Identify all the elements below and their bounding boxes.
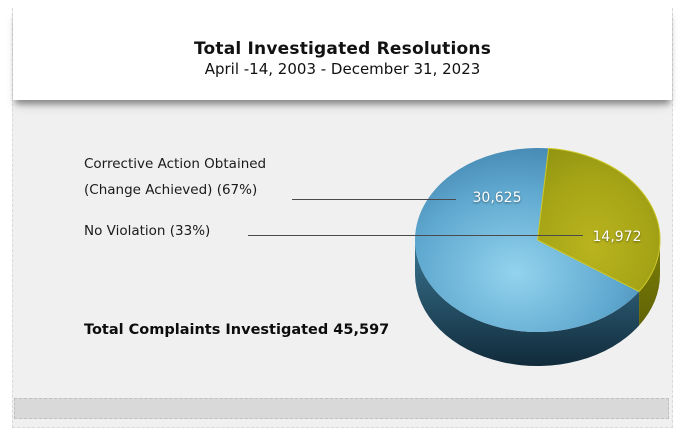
pie-slice-top-1 bbox=[536, 147, 661, 293]
pie-slice-side-1 bbox=[639, 240, 660, 326]
chart-header: Total Investigated Resolutions April -14… bbox=[13, 8, 672, 100]
footer-bar bbox=[14, 398, 669, 419]
leader-line-corrective-action bbox=[292, 199, 456, 200]
callout-no-violation: No Violation (33%) bbox=[84, 223, 211, 239]
callout-corrective-action-line1: Corrective Action Obtained bbox=[84, 156, 267, 172]
pie-value-corrective-action: 30,625 bbox=[472, 190, 522, 206]
pie-value-no-violation: 14,972 bbox=[592, 229, 642, 245]
callout-corrective-action-line2: (Change Achieved) (67%) bbox=[84, 182, 258, 198]
callout-corrective-action: Corrective Action Obtained (Change Achie… bbox=[84, 151, 266, 203]
chart-subtitle: April -14, 2003 - December 31, 2023 bbox=[204, 60, 481, 78]
pie-chart bbox=[415, 147, 661, 367]
total-complaints-text: Total Complaints Investigated 45,597 bbox=[84, 322, 390, 338]
chart-title: Total Investigated Resolutions bbox=[193, 39, 492, 59]
leader-line-no-violation bbox=[248, 235, 583, 236]
pie-slice-side-0 bbox=[415, 240, 640, 367]
pie-slice-top-0 bbox=[415, 148, 640, 333]
report-panel: Total Investigated Resolutions April -14… bbox=[12, 8, 673, 428]
